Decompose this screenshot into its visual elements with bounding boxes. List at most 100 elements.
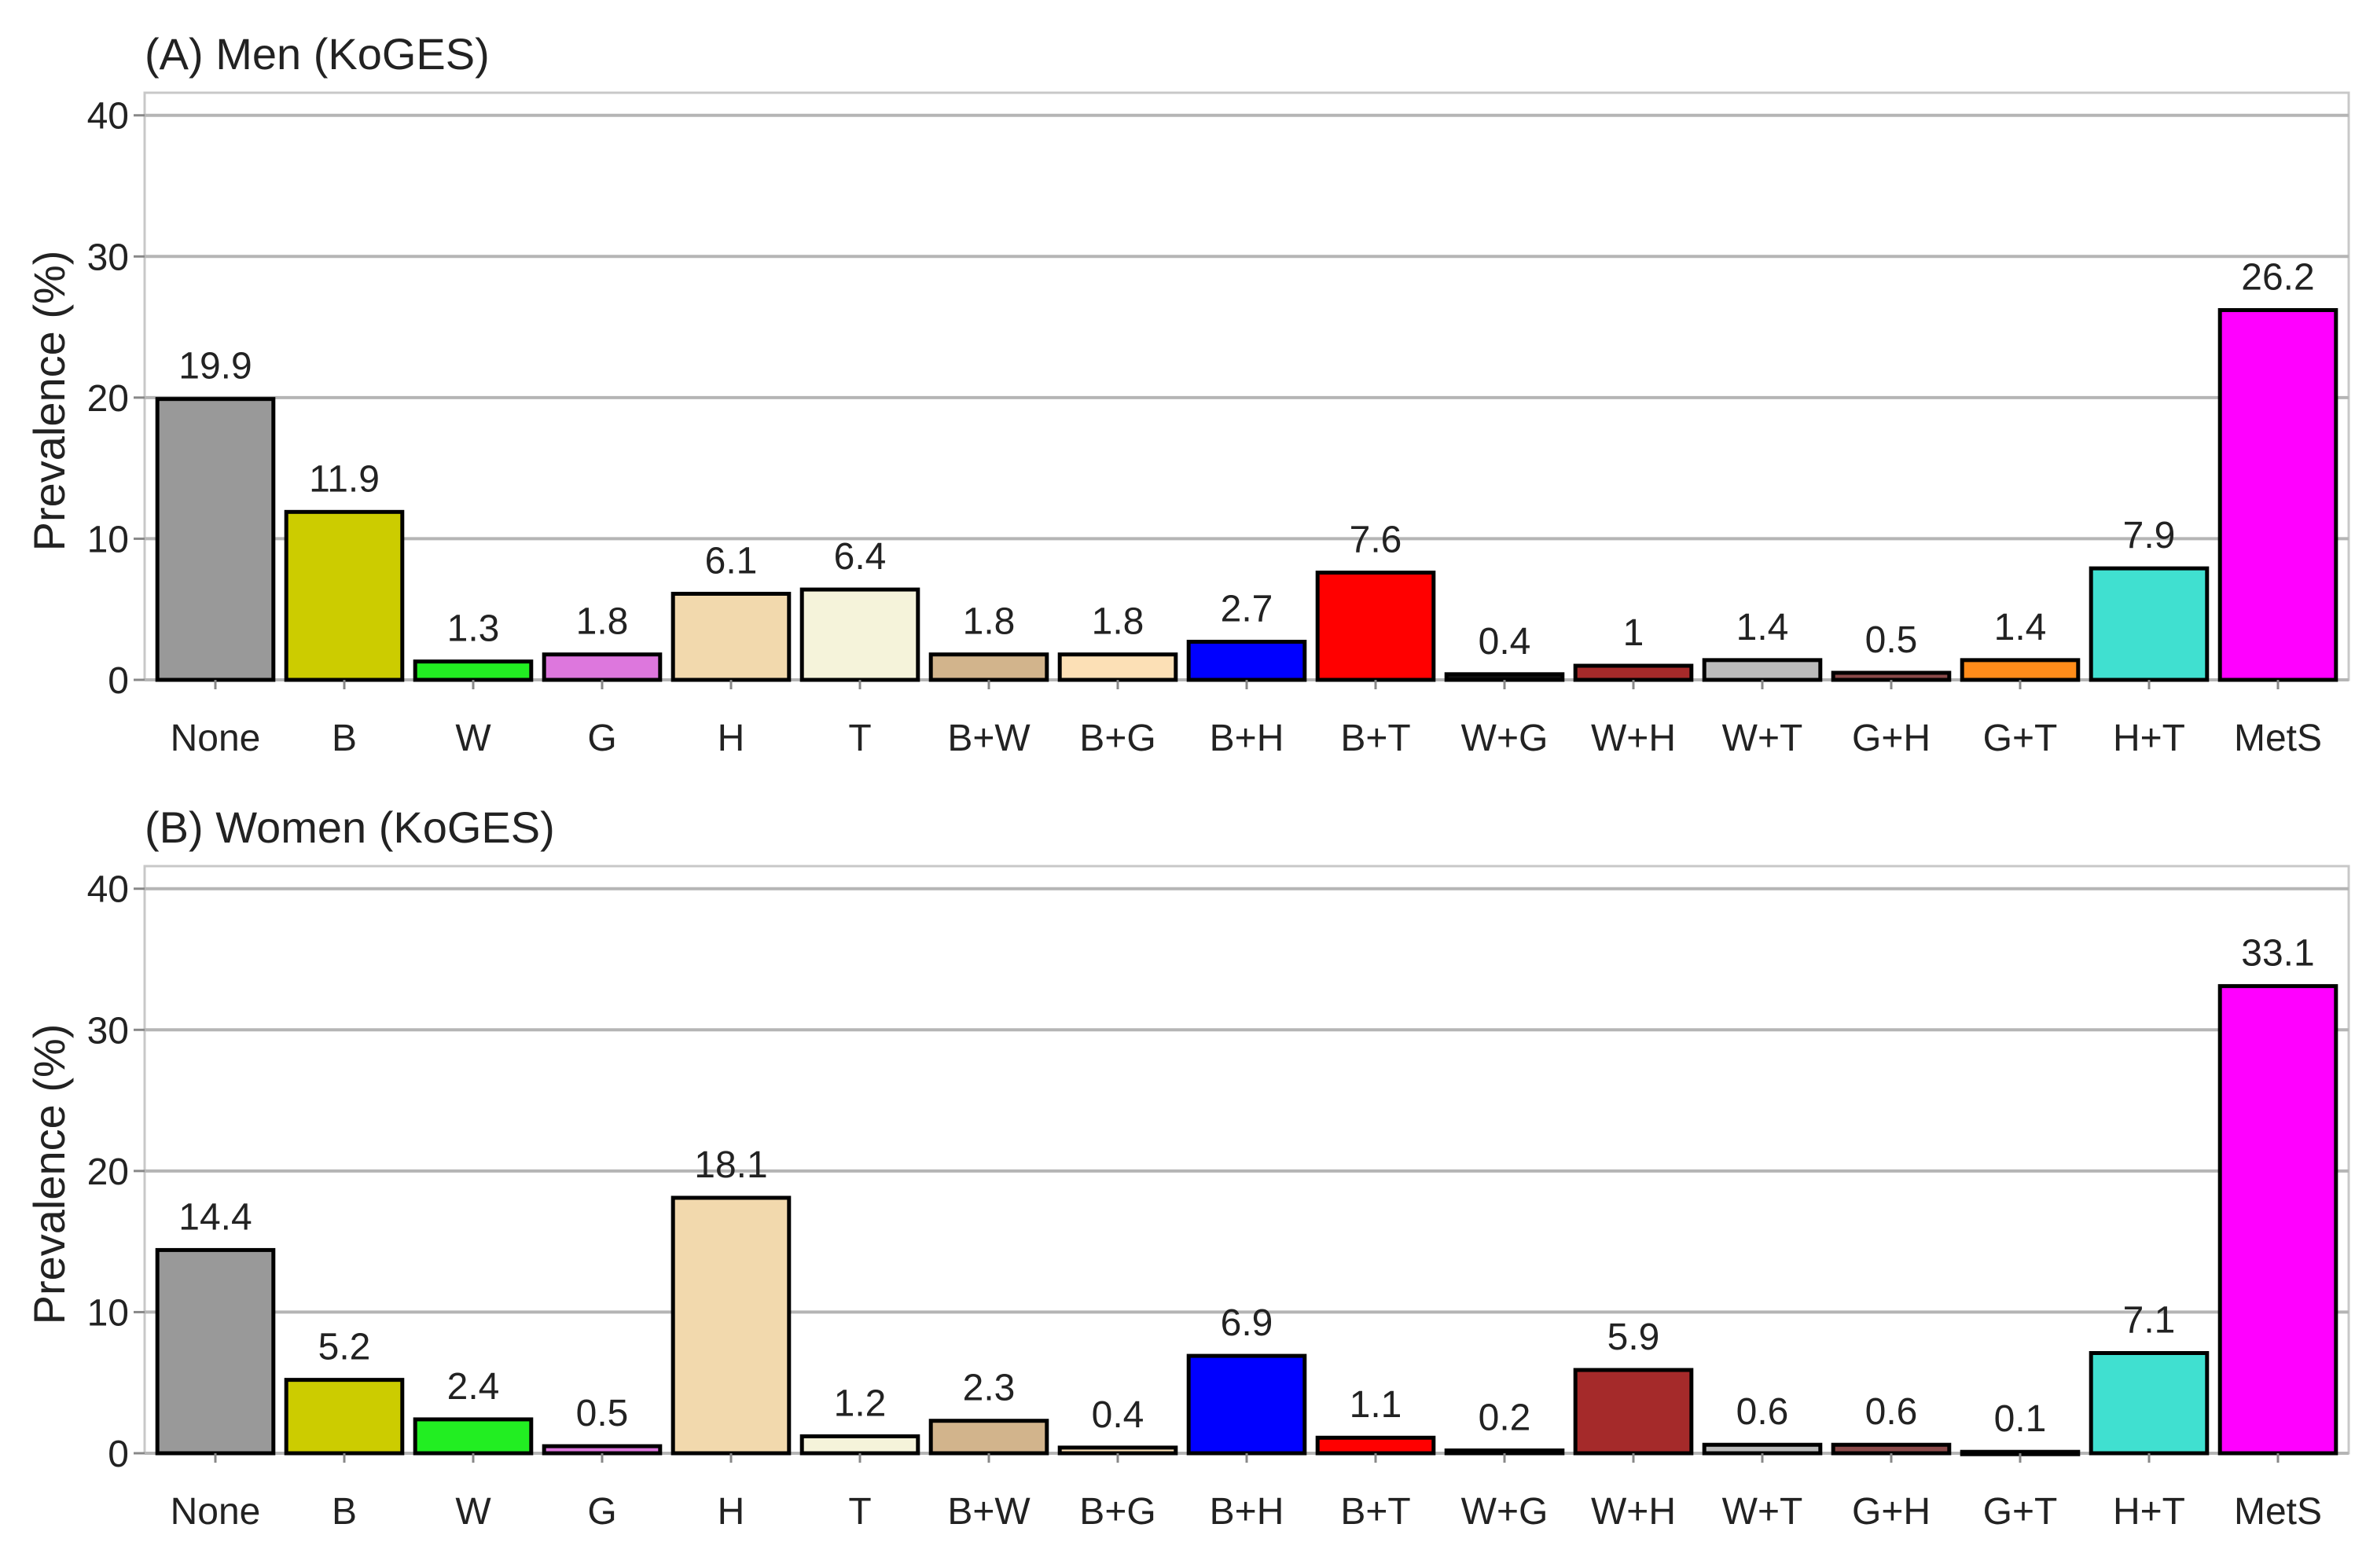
bar-g — [542, 1444, 663, 1456]
x-tick-label: H+T — [2113, 1491, 2185, 1533]
x-ticks-men: None B W G H T B+W B+G B+H B+T W+G W+H W+T G+H G+T H+T M… — [171, 680, 2322, 759]
x-tick-label: B+H — [1210, 1491, 1284, 1533]
x-tick-label: B — [332, 1491, 357, 1533]
x-tick-label: B+G — [1079, 1491, 1155, 1533]
y-tick-label: 20 — [87, 378, 129, 420]
data-label: 0.4 — [1092, 1394, 1144, 1436]
data-label: 33.1 — [2241, 933, 2314, 975]
x-tick-label: G — [587, 718, 616, 759]
data-label: 1.2 — [834, 1383, 887, 1424]
x-tick-label: W+H — [1591, 718, 1676, 759]
x-tick-label: W — [455, 1491, 491, 1533]
bar-w-h — [1573, 1368, 1694, 1456]
x-tick-label: B+G — [1079, 718, 1155, 759]
data-label: 2.7 — [1221, 589, 1273, 630]
y-axis-label-men: Prevalence (%) — [24, 251, 74, 552]
bar-w-t — [1702, 658, 1823, 682]
bar-t — [799, 1434, 920, 1456]
bar-b-t — [1315, 571, 1436, 682]
x-ticks-women: None B W G H T B+W B+G B+H B+T W+G W+H W+T G+H G+T H+T M… — [171, 1453, 2322, 1533]
x-tick-label: B+T — [1340, 1491, 1410, 1533]
y-tick-label: 0 — [108, 660, 129, 702]
bar-b — [284, 509, 405, 682]
x-tick-label: MetS — [2234, 718, 2322, 759]
y-tick-label: 20 — [87, 1151, 129, 1193]
data-label: 0.4 — [1479, 621, 1531, 663]
y-tick-label: 40 — [87, 96, 129, 138]
x-tick-label: B — [332, 718, 357, 759]
bar-w-h — [1573, 663, 1694, 682]
bar-w — [413, 1417, 534, 1456]
bar-g-h — [1831, 1442, 1952, 1456]
data-label: 7.1 — [2123, 1300, 2176, 1342]
bar-h-t — [2089, 1351, 2210, 1456]
x-tick-label: W — [455, 718, 491, 759]
bar-b-g — [1057, 652, 1178, 682]
bar-mets — [2217, 984, 2338, 1456]
x-tick-label: G+H — [1852, 1491, 1931, 1533]
data-label: 5.2 — [318, 1327, 371, 1368]
x-tick-label: T — [848, 718, 871, 759]
bar-g-h — [1831, 670, 1952, 682]
x-tick-label: H — [718, 718, 745, 759]
x-tick-label: G+T — [1983, 718, 2058, 759]
bar-g-t — [1960, 658, 2081, 682]
bar-h-t — [2089, 566, 2210, 682]
x-tick-label: B+W — [947, 1491, 1031, 1533]
bar-h — [670, 591, 792, 682]
x-tick-label: G+H — [1852, 718, 1931, 759]
x-tick-label: W+G — [1461, 1491, 1549, 1533]
y-axis-label-women: Prevalence (%) — [24, 1024, 74, 1325]
y-tick-label: 30 — [87, 237, 129, 278]
data-label: 19.9 — [178, 346, 252, 387]
x-tick-label: W+H — [1591, 1491, 1676, 1533]
x-tick-label: None — [171, 718, 261, 759]
bar-w-g — [1444, 1448, 1565, 1456]
x-tick-label: T — [848, 1491, 871, 1533]
data-label: 6.9 — [1221, 1302, 1273, 1344]
data-label: 2.4 — [447, 1366, 500, 1408]
data-label: 0.6 — [1865, 1391, 1918, 1433]
y-tick-label: 30 — [87, 1010, 129, 1052]
data-labels-women: 14.4 5.2 2.4 0.5 18.1 1.2 2.3 0.4 6.9 1.1 0.2 5.9 0.… — [178, 933, 2314, 1441]
data-label: 1.8 — [1092, 601, 1144, 643]
data-label: 1.4 — [1994, 607, 2047, 648]
data-label: 0.1 — [1994, 1398, 2047, 1440]
x-tick-label: MetS — [2234, 1491, 2322, 1533]
data-label: 1.8 — [576, 601, 629, 643]
data-label: 5.9 — [1607, 1316, 1660, 1358]
panel-title-women: (B) Women (KoGES) — [145, 802, 555, 852]
x-tick-label: W+T — [1722, 1491, 1803, 1533]
panel-women: (B) Women (KoGES) Prevalence (%) 0 10 20 30… — [24, 802, 2350, 1533]
data-label: 6.1 — [705, 540, 758, 582]
data-label: 11.9 — [309, 458, 380, 500]
x-tick-label: B+H — [1210, 718, 1284, 759]
data-label: 2.3 — [963, 1368, 1016, 1409]
bars-women — [155, 984, 2338, 1456]
bar-g — [542, 652, 663, 682]
bar-b-w — [928, 1419, 1049, 1456]
x-tick-label: H+T — [2113, 718, 2185, 759]
data-label: 6.4 — [834, 536, 887, 578]
x-tick-label: G — [587, 1491, 616, 1533]
bar-w-t — [1702, 1442, 1823, 1456]
data-label: 0.6 — [1736, 1391, 1789, 1433]
y-tick-label: 0 — [108, 1434, 129, 1475]
x-tick-label: None — [171, 1491, 261, 1533]
bar-none — [155, 1247, 276, 1456]
data-label: 1.1 — [1350, 1384, 1402, 1426]
bar-t — [799, 587, 920, 682]
bar-mets — [2217, 308, 2338, 682]
data-label: 26.2 — [2241, 257, 2314, 299]
y-tick-label: 10 — [87, 519, 129, 560]
bar-b-h — [1186, 640, 1307, 682]
x-tick-label: W+T — [1722, 718, 1803, 759]
data-label: 0.5 — [1865, 619, 1918, 661]
bar-w — [413, 659, 534, 682]
bar-b-w — [928, 652, 1049, 682]
x-tick-label: W+G — [1461, 718, 1549, 759]
y-ticks-women: 0 10 20 30 40 — [87, 869, 145, 1475]
x-tick-label: G+T — [1983, 1491, 2058, 1533]
data-label: 1.4 — [1736, 607, 1789, 648]
x-tick-label: B+T — [1340, 718, 1410, 759]
